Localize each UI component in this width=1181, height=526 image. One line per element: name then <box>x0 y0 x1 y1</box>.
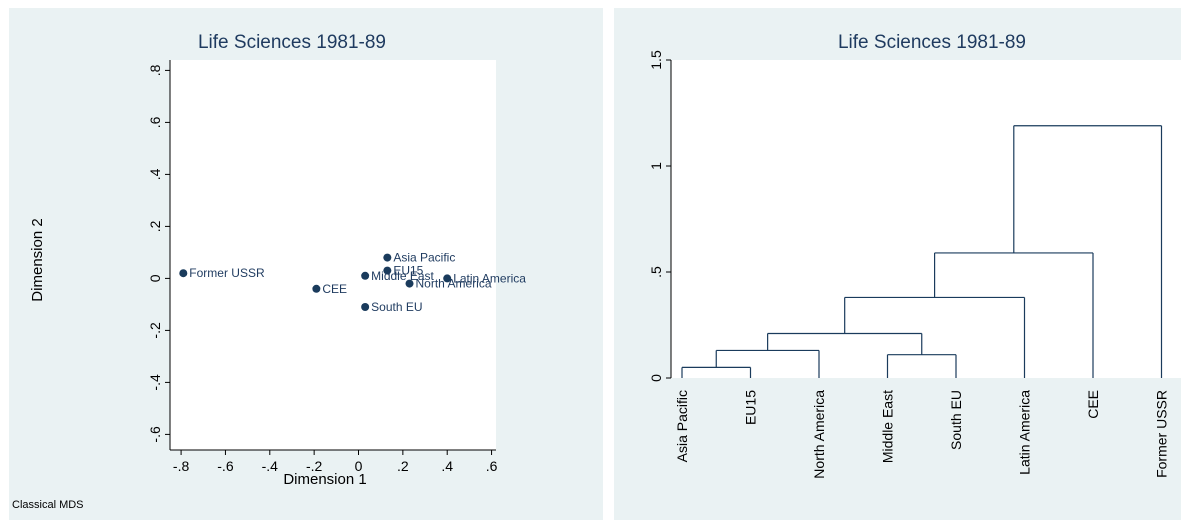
mds-x-tick-label: .4 <box>441 458 453 474</box>
mds-x-tick-label: .6 <box>486 458 498 474</box>
mds-x-tick-label: 0 <box>355 458 363 474</box>
mds-point-label-asia-pacific: Asia Pacific <box>393 251 455 265</box>
mds-x-tick-label: -.8 <box>173 458 190 474</box>
mds-x-tick-label: -.4 <box>262 458 279 474</box>
mds-y-tick-label: .2 <box>147 220 163 232</box>
mds-y-tick-label: .4 <box>147 168 163 180</box>
mds-point-south-eu <box>361 303 370 311</box>
mds-plot-area <box>170 60 496 450</box>
dendro-leaf-label-asia-pacific: Asia Pacific <box>674 390 690 462</box>
mds-y-tick-label: -.4 <box>147 374 163 391</box>
mds-x-tick-label: -.2 <box>306 458 323 474</box>
mds-point-label-middle-east: Middle East <box>371 269 434 283</box>
dendro-y-tick-label: 1.5 <box>648 50 664 70</box>
mds-y-tick-label: .8 <box>147 64 163 76</box>
dendro-leaf-label-eu15: EU15 <box>743 390 759 425</box>
mds-point-label-north-america: North America <box>416 277 492 291</box>
dendro-leaf-label-north-america: North America <box>811 390 827 479</box>
dendro-plot-area <box>671 60 1181 378</box>
dendro-marks: 0 .5 1 1.5 Asia Pacific EU15 North America Midd… <box>648 50 1170 479</box>
mds-point-latin-america <box>443 274 452 283</box>
mds-point-middle-east <box>361 271 370 280</box>
dendro-leaf-label-middle-east: Middle East <box>880 390 896 463</box>
dendrogram-panel: Life Sciences 1981-89 0 .5 1 1.5 Asia Pacifi… <box>614 8 1181 520</box>
dendro-y-tick-label: 0 <box>648 374 664 382</box>
mds-point-label-former-ussr: Former USSR <box>189 266 265 280</box>
mds-point-label-cee: CEE <box>322 282 347 296</box>
mds-x-tick-label: -.6 <box>217 458 234 474</box>
mds-point-cee <box>312 284 321 293</box>
dendro-y-tick-label: 1 <box>648 162 664 170</box>
mds-point-north-america <box>405 279 414 288</box>
mds-x-axis-label: Dimension 1 <box>283 471 366 488</box>
mds-point-label-eu15: EU15 <box>393 264 423 278</box>
mds-y-tick-label: 0 <box>147 274 163 282</box>
mds-y-axis-label: Dimension 2 <box>29 218 46 301</box>
mds-scatter-chart: Life Sciences 1981-89 Dimension 1 Dimens… <box>12 32 526 511</box>
mds-point-label-latin-america: Latin America <box>453 271 526 285</box>
mds-point-asia-pacific <box>383 253 392 262</box>
mds-point-label-south-eu: South EU <box>371 300 422 314</box>
mds-note: Classical MDS <box>12 499 84 511</box>
mds-point-eu15 <box>383 266 392 275</box>
mds-point-former-ussr <box>179 269 188 278</box>
dendrogram-chart: Life Sciences 1981-89 0 .5 1 1.5 Asia Pacifi… <box>648 32 1181 479</box>
dendro-title: Life Sciences 1981-89 <box>838 32 1026 53</box>
mds-y-tick-label: -.6 <box>147 426 163 443</box>
mds-panel: Life Sciences 1981-89 Dimension 1 Dimens… <box>9 8 603 520</box>
dendro-leaf-label-cee: CEE <box>1085 390 1101 419</box>
dendro-leaf-label-south-eu: South EU <box>948 390 964 450</box>
dendro-leaf-label-latin-america: Latin America <box>1017 390 1033 475</box>
mds-x-tick-label: .2 <box>397 458 409 474</box>
dendro-leaf-label-former-ussr: Former USSR <box>1154 390 1170 478</box>
mds-marks: -.8 -.6 -.4 -.2 0 .2 .4 .6 -.6 -.4 -.2 0 .2 .4 .6 .8 For… <box>147 64 526 474</box>
dendro-y-tick-label: .5 <box>648 266 664 278</box>
mds-y-tick-label: .6 <box>147 116 163 128</box>
mds-title: Life Sciences 1981-89 <box>198 32 386 53</box>
mds-y-tick-label: -.2 <box>147 322 163 339</box>
